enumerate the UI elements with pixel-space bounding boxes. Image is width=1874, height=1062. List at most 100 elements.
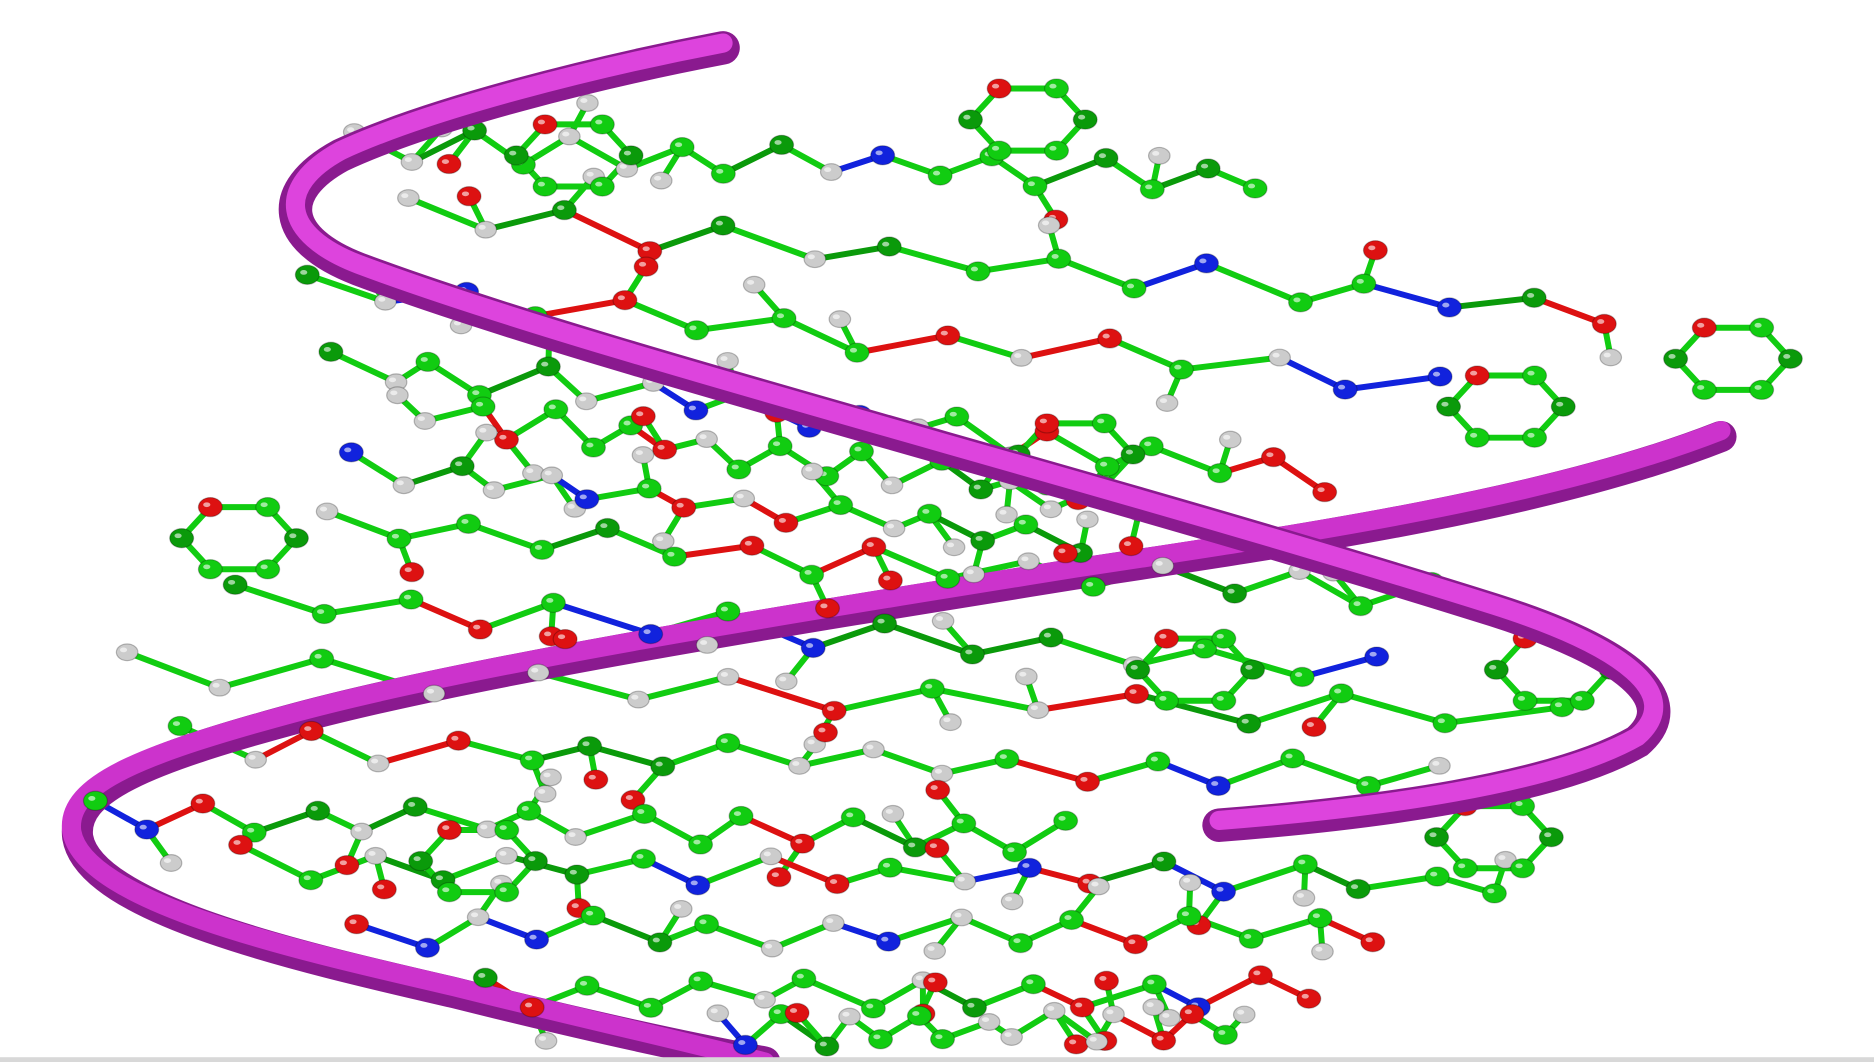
atom: [671, 497, 697, 518]
atom-highlight: [1527, 292, 1535, 298]
bond: [854, 332, 951, 356]
atom: [594, 517, 621, 539]
atom: [986, 140, 1012, 161]
bond: [944, 558, 1032, 582]
atom-highlight: [401, 193, 409, 199]
bond: [811, 243, 893, 263]
atom-highlight: [932, 170, 941, 176]
atom-highlight: [930, 785, 938, 790]
atom-highlight: [772, 441, 781, 447]
atom: [638, 623, 664, 645]
atom-highlight: [873, 1034, 881, 1040]
bond: [1195, 972, 1264, 1011]
bond: [308, 728, 382, 767]
atom: [1155, 394, 1179, 412]
atom-highlight: [819, 1041, 827, 1047]
atom-highlight: [965, 649, 973, 655]
atom: [532, 176, 558, 197]
atom: [400, 153, 424, 171]
atom-highlight: [163, 858, 172, 864]
atom: [848, 441, 875, 462]
atom: [574, 489, 600, 510]
atom-highlight: [1086, 581, 1094, 587]
bond: [703, 921, 776, 952]
atom-highlight: [764, 943, 773, 949]
bond: [1203, 260, 1304, 306]
atom: [574, 392, 598, 411]
atom-highlight: [388, 377, 397, 383]
atom: [924, 837, 950, 859]
atom-highlight: [908, 842, 916, 848]
bond: [405, 195, 489, 233]
bond: [1131, 260, 1210, 292]
atom: [767, 435, 793, 457]
bond: [769, 920, 837, 952]
atom: [695, 635, 719, 654]
atom-highlight: [773, 1009, 781, 1015]
atom-highlight: [544, 631, 552, 637]
atom-highlight: [654, 175, 662, 181]
atom: [1063, 1034, 1089, 1055]
atom-highlight: [1218, 1030, 1226, 1035]
atom-highlight: [635, 450, 643, 456]
atom: [449, 455, 475, 477]
atom: [710, 163, 736, 184]
atom: [244, 750, 268, 769]
atom-highlight: [531, 667, 539, 673]
atom-highlight: [588, 774, 596, 780]
atom: [1218, 430, 1242, 449]
atom: [1301, 716, 1327, 738]
atom: [494, 819, 520, 841]
atom-highlight: [693, 976, 701, 982]
atom: [456, 186, 482, 207]
atom: [1002, 842, 1028, 863]
atom-highlight: [1211, 781, 1219, 786]
atom: [398, 589, 424, 610]
atom: [877, 857, 903, 878]
atom-highlight: [763, 851, 771, 857]
atom: [688, 971, 714, 992]
atom-highlight: [619, 164, 627, 169]
bond: [881, 620, 976, 658]
atom-highlight: [1021, 556, 1029, 562]
atom: [1435, 396, 1462, 417]
atom: [552, 628, 578, 650]
bond: [604, 525, 678, 560]
atom-highlight: [688, 405, 696, 411]
atom-highlight: [885, 809, 893, 814]
atom: [784, 1002, 810, 1024]
atom: [294, 264, 320, 285]
atom: [533, 784, 557, 803]
atom: [159, 854, 183, 872]
atom: [1481, 883, 1507, 904]
bond: [796, 746, 877, 769]
bond: [1365, 762, 1443, 789]
atom-highlight: [700, 640, 708, 645]
atom-highlight: [499, 825, 507, 831]
atom: [814, 598, 841, 619]
atom: [650, 756, 676, 777]
atom: [1364, 646, 1390, 667]
atom-highlight: [600, 523, 608, 529]
atom: [1424, 866, 1450, 887]
atom-highlight: [720, 356, 728, 361]
atom-highlight: [1697, 385, 1705, 390]
atom-highlight: [314, 653, 322, 659]
atom-highlight: [1216, 696, 1224, 701]
atom: [392, 476, 416, 495]
atom-highlight: [1018, 519, 1026, 525]
atom: [1125, 659, 1151, 680]
atom: [812, 722, 839, 743]
bond: [1215, 755, 1296, 789]
atom: [414, 937, 441, 958]
atom-highlight: [1301, 993, 1309, 999]
bond: [482, 207, 568, 233]
atom: [1211, 881, 1237, 902]
atom: [1777, 348, 1803, 369]
atom: [1122, 933, 1148, 955]
atom-highlight: [789, 1008, 798, 1013]
atom: [1087, 877, 1110, 896]
atom-highlight: [525, 755, 533, 761]
atom-highlight: [991, 145, 1000, 151]
